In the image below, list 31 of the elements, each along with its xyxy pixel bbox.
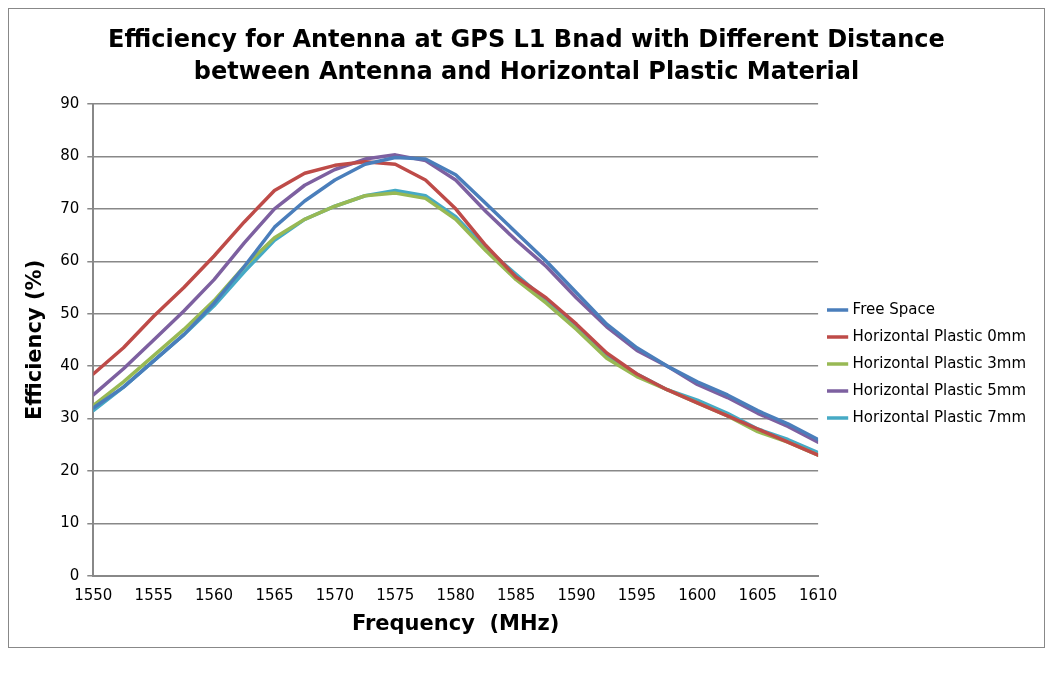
y-tick-label: 30 (60, 408, 80, 427)
y-tick-label: 20 (60, 460, 80, 479)
legend-label: Horizontal Plastic 0mm (852, 326, 1027, 345)
x-tick-label: 1590 (557, 585, 596, 604)
y-tick-label: 40 (60, 356, 80, 374)
y-tick-label: 0 (69, 565, 80, 584)
y-tick-label: 10 (60, 513, 80, 532)
y-tick-label: 70 (60, 198, 80, 217)
legend-label: Horizontal Plastic 5mm (852, 380, 1027, 399)
y-tick-label: 90 (60, 93, 80, 112)
x-tick-label: 1560 (194, 585, 234, 604)
x-tick-label: 1595 (617, 585, 656, 604)
x-tick-label: 1600 (678, 585, 717, 604)
y-tick-label: 60 (60, 251, 80, 270)
legend-label: Free Space (852, 299, 935, 318)
x-tick-label: 1550 (74, 585, 113, 604)
x-tick-label: 1570 (315, 585, 354, 604)
legend-label: Horizontal Plastic 7mm (852, 407, 1027, 426)
y-tick-label: 80 (60, 146, 80, 165)
x-tick-label: 1610 (799, 585, 838, 604)
x-tick-label: 1565 (255, 585, 294, 604)
x-tick-label: 1580 (436, 585, 475, 604)
legend-label: Horizontal Plastic 3mm (852, 353, 1027, 372)
y-axis-title: Efficiency (%) (22, 259, 47, 421)
chart-title: Efficiency for Antenna at GPS L1 Bnad with Different Distance between Antenna and Horizontal Plastic Material (107, 24, 946, 87)
x-tick-label: 1605 (738, 585, 777, 604)
y-tick-label: 50 (60, 303, 80, 322)
x-tick-label: 1555 (134, 585, 173, 604)
x-tick-label: 1575 (376, 585, 415, 604)
x-tick-label: 1585 (497, 585, 536, 604)
x-axis-title: Frequency (MHz) (351, 610, 560, 635)
